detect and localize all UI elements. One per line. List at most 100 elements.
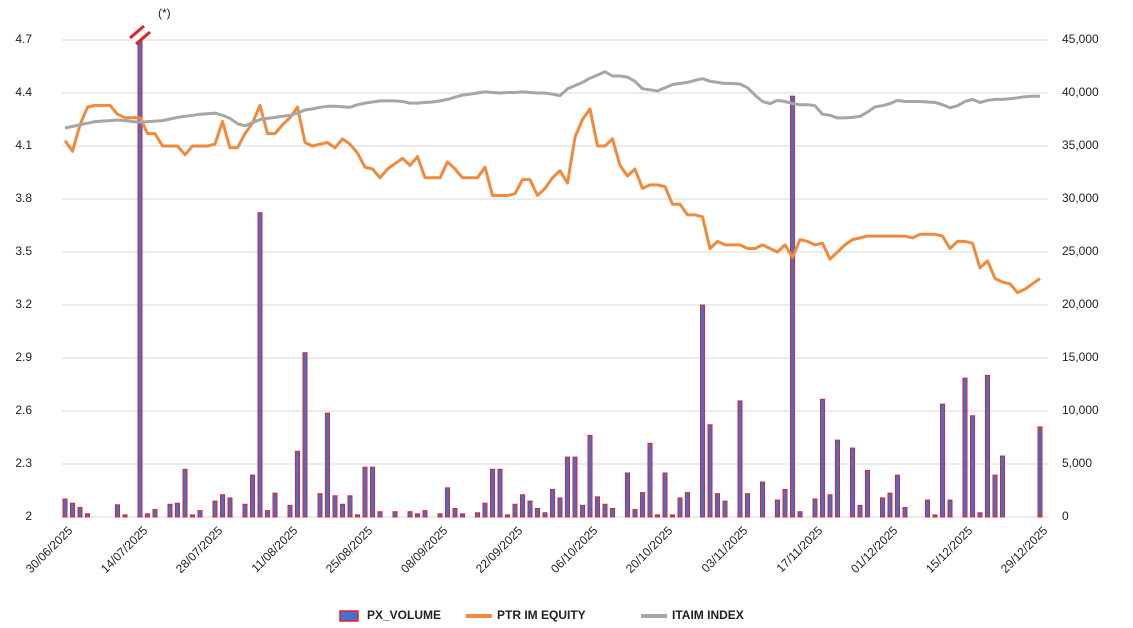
volume-bar [325, 412, 330, 518]
volume-bar [647, 442, 653, 518]
volume-bar [317, 493, 323, 518]
y-tick-label: 4.4 [15, 85, 32, 99]
volume-bar [880, 497, 885, 518]
annotation: (*) [158, 6, 171, 20]
volume-bar [580, 504, 585, 518]
volume-bar [887, 492, 893, 518]
x-tick-label: 29/12/2025 [998, 523, 1051, 576]
volume-bar [475, 512, 480, 518]
y2-tick-label: 30,000 [1062, 191, 1099, 205]
volume-bar [295, 450, 300, 518]
y-tick-label: 2.9 [15, 350, 32, 364]
volume-bar [895, 474, 900, 518]
volume-bar [347, 495, 353, 518]
volume-bar [992, 474, 998, 518]
volume-bar [242, 503, 248, 518]
volume-bar [122, 514, 128, 518]
volume-bar [715, 493, 720, 518]
break-mark [135, 30, 151, 46]
volume-bar [145, 513, 150, 518]
volume-bar [190, 514, 195, 518]
volume-bar [265, 510, 270, 518]
volume-bar [535, 508, 540, 518]
volume-bar [220, 494, 225, 518]
break-mark [129, 24, 145, 40]
x-tick-label: 15/12/2025 [923, 523, 976, 576]
y2-tick-label: 15,000 [1062, 350, 1099, 364]
y2-tick-label: 40,000 [1062, 85, 1099, 99]
volume-bar [340, 503, 345, 518]
volume-bar [572, 456, 578, 518]
volume-bar [542, 512, 548, 518]
x-tick-label: 14/07/2025 [98, 523, 151, 576]
volume-bar [85, 513, 90, 518]
volume-bar [625, 472, 630, 518]
y2-tick-label: 35,000 [1062, 138, 1099, 152]
volume-bar [287, 504, 293, 518]
y-tick-label: 4.1 [15, 138, 32, 152]
volume-bar [272, 492, 278, 518]
volume-bar [640, 492, 645, 518]
x-tick-label: 08/09/2025 [398, 523, 451, 576]
volume-bar [722, 500, 728, 518]
volume-bar [745, 493, 750, 518]
volume-bar [925, 499, 930, 518]
legend-label: PTR IM EQUITY [497, 608, 586, 622]
y2-tick-label: 20,000 [1062, 297, 1099, 311]
volume-bar [227, 497, 233, 518]
volume-bar [370, 466, 375, 518]
volume-bar [115, 504, 120, 518]
volume-bar [392, 511, 398, 518]
volume-bar [70, 502, 75, 518]
volume-bar [182, 468, 188, 518]
volume-bar [662, 472, 668, 518]
volume-bar [137, 39, 143, 518]
volume-bar [962, 377, 968, 518]
volume-bar [257, 212, 263, 518]
volume-bar [557, 497, 563, 518]
x-tick-label: 06/10/2025 [548, 523, 601, 576]
volume-bar [760, 481, 765, 518]
volume-bar [632, 509, 638, 518]
legend: PX_VOLUME PTR IM EQUITY ITAIM INDEX [339, 608, 744, 622]
volume-bar [565, 456, 570, 518]
x-tick-label: 03/11/2025 [699, 523, 751, 575]
volume-bar [460, 513, 465, 518]
volume-bar [505, 514, 510, 518]
volume-bar [1000, 455, 1005, 518]
volume-bar [332, 495, 338, 518]
legend-swatch [339, 610, 359, 622]
y2-tick-label: 10,000 [1062, 403, 1099, 417]
x-tick-label: 01/12/2025 [848, 523, 901, 576]
volume-bar [850, 447, 855, 518]
volume-bar [62, 498, 68, 518]
volume-bar [610, 508, 615, 518]
volume-bar [940, 403, 945, 518]
x-tick-label: 17/11/2025 [774, 523, 826, 575]
y-tick-label: 2.6 [15, 403, 32, 417]
x-tick-label: 25/08/2025 [323, 523, 376, 576]
volume-bar [490, 468, 495, 518]
volume-bar [977, 512, 983, 518]
volume-bar [407, 511, 413, 518]
y2-tick-label: 0 [1062, 509, 1069, 523]
y-tick-label: 3.8 [15, 191, 32, 205]
volume-bar [452, 508, 458, 518]
volume-bar [437, 513, 443, 518]
y-tick-label: 3.2 [15, 297, 32, 311]
volume-bar [250, 474, 255, 518]
volume-bar [415, 513, 420, 518]
volume-bar [655, 514, 660, 518]
volume-bar [1037, 426, 1043, 518]
volume-bar [970, 415, 975, 518]
break-gap [129, 25, 150, 44]
volume-bar [152, 509, 158, 518]
volume-bar [677, 497, 683, 518]
volume-bar [827, 494, 833, 518]
volume-bar [482, 502, 488, 518]
y-tick-label: 4.7 [15, 32, 32, 46]
volume-bar [790, 95, 795, 518]
volume-bar [797, 511, 803, 518]
volume-bar [700, 304, 705, 518]
